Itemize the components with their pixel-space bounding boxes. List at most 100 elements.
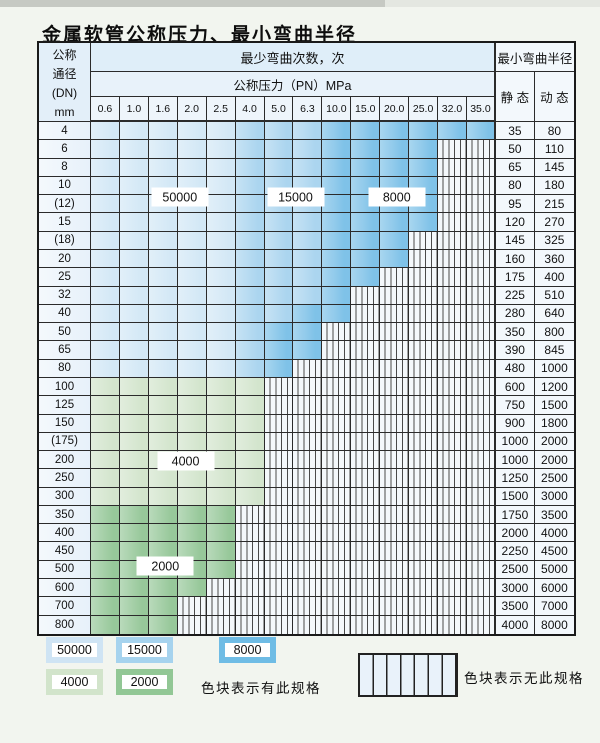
spec-zone-cell: [235, 396, 265, 415]
pressure-col-header: 1.6: [148, 97, 178, 122]
no-spec-hatch-cell: [351, 579, 381, 598]
static-value: 350: [495, 323, 535, 342]
no-spec-hatch-cell: [351, 524, 381, 543]
no-spec-hatch-cell: [351, 432, 381, 452]
no-spec-hatch-cell: [466, 359, 496, 378]
no-spec-hatch-cell: [409, 359, 439, 378]
no-spec-hatch-cell: [466, 597, 496, 616]
no-spec-hatch-cell: [351, 451, 381, 470]
spec-zone-cell: [177, 213, 207, 232]
no-spec-hatch-cell: [322, 341, 352, 360]
no-spec-hatch-cell: [293, 505, 323, 525]
spec-zone-cell: [322, 268, 352, 287]
no-spec-hatch-cell: [380, 304, 410, 324]
no-spec-hatch-cell: [351, 323, 381, 342]
spec-zone-cell: [293, 122, 323, 141]
dn-column-header: 公称 通径 (DN) mm: [39, 43, 91, 122]
spec-zone-cell: [466, 122, 496, 141]
dn-cell: 250: [39, 469, 91, 488]
dynamic-value: 640: [534, 304, 574, 324]
spec-zone-cell: [148, 286, 178, 305]
no-spec-hatch-cell: [380, 505, 410, 525]
no-spec-hatch-cell: [322, 542, 352, 561]
no-spec-hatch-cell: [438, 597, 467, 616]
spec-zone-cell: [206, 542, 236, 561]
spec-zone-cell: [351, 213, 381, 232]
spec-zone-cell: [119, 213, 149, 232]
spec-zone-cell: [119, 487, 149, 506]
dn-cell: 600: [39, 579, 91, 598]
spec-zone-cell: [148, 122, 178, 141]
spec-zone-cell: [148, 542, 178, 561]
dynamic-value: 2000: [534, 451, 574, 470]
dynamic-value: 8000: [534, 615, 574, 634]
dynamic-value: 360: [534, 249, 574, 269]
no-spec-hatch-cell: [264, 560, 294, 580]
spec-zone-cell: [264, 158, 294, 177]
no-spec-hatch-cell: [264, 432, 294, 452]
spec-zone-cell: [293, 140, 323, 159]
spec-zone-cell: [177, 304, 207, 324]
spec-zone-cell: [409, 213, 439, 232]
spec-zone-cell: [351, 122, 381, 141]
no-spec-hatch-cell: [380, 542, 410, 561]
pressure-col-header: 5.0: [264, 97, 294, 122]
pressure-col-header: 35.0: [466, 97, 496, 122]
dn-cell: 500: [39, 560, 91, 580]
legend-hatch-swatch: [358, 653, 458, 697]
spec-zone-cell: [206, 414, 236, 433]
spec-zone-cell: [177, 323, 207, 342]
no-spec-hatch-cell: [466, 249, 496, 269]
no-spec-hatch-cell: [380, 487, 410, 506]
no-spec-hatch-cell: [351, 304, 381, 324]
spec-zone-cell: [206, 396, 236, 415]
no-spec-hatch-cell: [235, 542, 265, 561]
no-spec-hatch-cell: [322, 432, 352, 452]
no-spec-hatch-cell: [322, 615, 352, 634]
dn-cell: 400: [39, 524, 91, 543]
no-spec-hatch-cell: [293, 451, 323, 470]
dn-cell: 25: [39, 268, 91, 287]
spec-zone-cell: [206, 176, 236, 196]
spec-zone-cell: [206, 505, 236, 525]
spec-zone-cell: [293, 213, 323, 232]
no-spec-hatch-cell: [466, 414, 496, 433]
no-spec-hatch-cell: [466, 341, 496, 360]
no-spec-hatch-cell: [351, 542, 381, 561]
spec-zone-cell: [206, 122, 236, 141]
spec-zone-cell: [148, 469, 178, 488]
spec-zone-cell: [177, 505, 207, 525]
spec-zone-cell: [148, 579, 178, 598]
no-spec-hatch-cell: [351, 377, 381, 397]
spec-zone-cell: [293, 268, 323, 287]
no-spec-hatch-cell: [322, 323, 352, 342]
spec-zone-cell: [235, 195, 265, 214]
no-spec-hatch-cell: [438, 377, 467, 397]
pressure-col-header: 6.3: [293, 97, 323, 122]
spec-zone-cell: [119, 286, 149, 305]
legend-swatch-50000: 50000: [46, 637, 103, 663]
spec-zone-cell: [119, 249, 149, 269]
no-spec-hatch-cell: [409, 469, 439, 488]
no-spec-hatch-cell: [235, 615, 265, 634]
no-spec-hatch-cell: [351, 414, 381, 433]
spec-zone-cell: [235, 377, 265, 397]
spec-zone-cell: [264, 249, 294, 269]
no-spec-hatch-cell: [380, 615, 410, 634]
spec-zone-cell: [91, 432, 120, 452]
spec-zone-cell: [264, 359, 294, 378]
no-spec-hatch-cell: [466, 323, 496, 342]
no-spec-hatch-cell: [380, 323, 410, 342]
spec-zone-cell: [119, 176, 149, 196]
spec-zone-cell: [91, 231, 120, 250]
legend-swatch-label: 4000: [60, 675, 89, 689]
spec-zone-cell: [91, 213, 120, 232]
static-value: 2500: [495, 560, 535, 580]
no-spec-hatch-cell: [380, 579, 410, 598]
dynamic-value: 3000: [534, 487, 574, 506]
spec-zone-cell: [380, 158, 410, 177]
spec-zone-cell: [351, 158, 381, 177]
no-spec-hatch-cell: [206, 615, 236, 634]
spec-zone-cell: [119, 505, 149, 525]
